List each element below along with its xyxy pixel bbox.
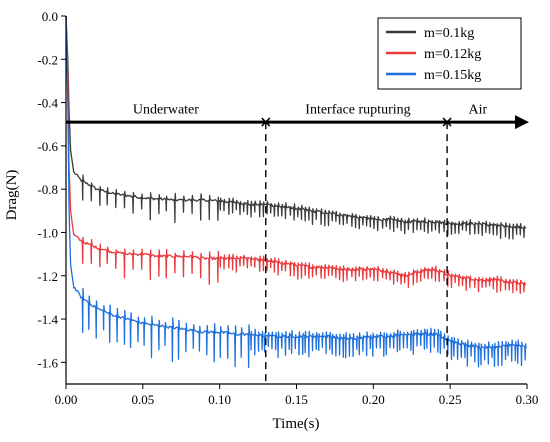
y-tick-label: -0.8 (37, 182, 58, 197)
y-tick-label: -1.0 (37, 225, 58, 240)
y-tick-label: -0.4 (37, 96, 58, 111)
x-tick-label: 0.25 (439, 392, 462, 407)
x-tick-label: 0.20 (362, 392, 385, 407)
y-tick-label: -0.2 (37, 52, 58, 67)
x-tick-label: 0.05 (131, 392, 154, 407)
y-tick-label: -1.4 (37, 312, 58, 327)
plot-lines (65, 15, 527, 369)
y-tick-label: -0.6 (37, 139, 58, 154)
series-line-1 (65, 15, 527, 240)
phase-marker-cross-1 (261, 117, 271, 127)
axes: 0.00 0.05 0.10 0.15 0.20 0.25 0.30 0.0 -0.2 -0.4 -… (37, 9, 538, 407)
phase-marker-cross-2 (442, 117, 452, 127)
y-tick-label: 0.0 (42, 9, 58, 24)
x-axis-title: Time(s) (273, 416, 320, 432)
legend-label-2: m=0.12kg (424, 47, 481, 62)
legend: m=0.1kg m=0.12kg m=0.15kg (377, 17, 522, 90)
phase-label-2: Interface rupturing (305, 102, 410, 117)
legend-label-3: m=0.15kg (424, 68, 481, 83)
x-tick-label: 0.15 (285, 392, 308, 407)
x-tick-label: 0.30 (516, 392, 539, 407)
phase-arrow-head (515, 115, 529, 130)
x-tick-label: 0.10 (208, 392, 231, 407)
y-tick-label: -1.6 (37, 355, 58, 370)
x-tick-label: 0.00 (55, 392, 78, 407)
phase-annotations: Underwater Interface rupturing Air (66, 102, 529, 384)
phase-label-3: Air (468, 102, 487, 117)
series-line-2 (65, 15, 527, 295)
legend-label-1: m=0.1kg (424, 26, 474, 41)
y-tick-label: -1.2 (37, 269, 58, 284)
phase-label-1: Underwater (133, 102, 199, 117)
y-axis-title: Drag(N) (4, 170, 20, 221)
series-line-3 (65, 15, 527, 369)
